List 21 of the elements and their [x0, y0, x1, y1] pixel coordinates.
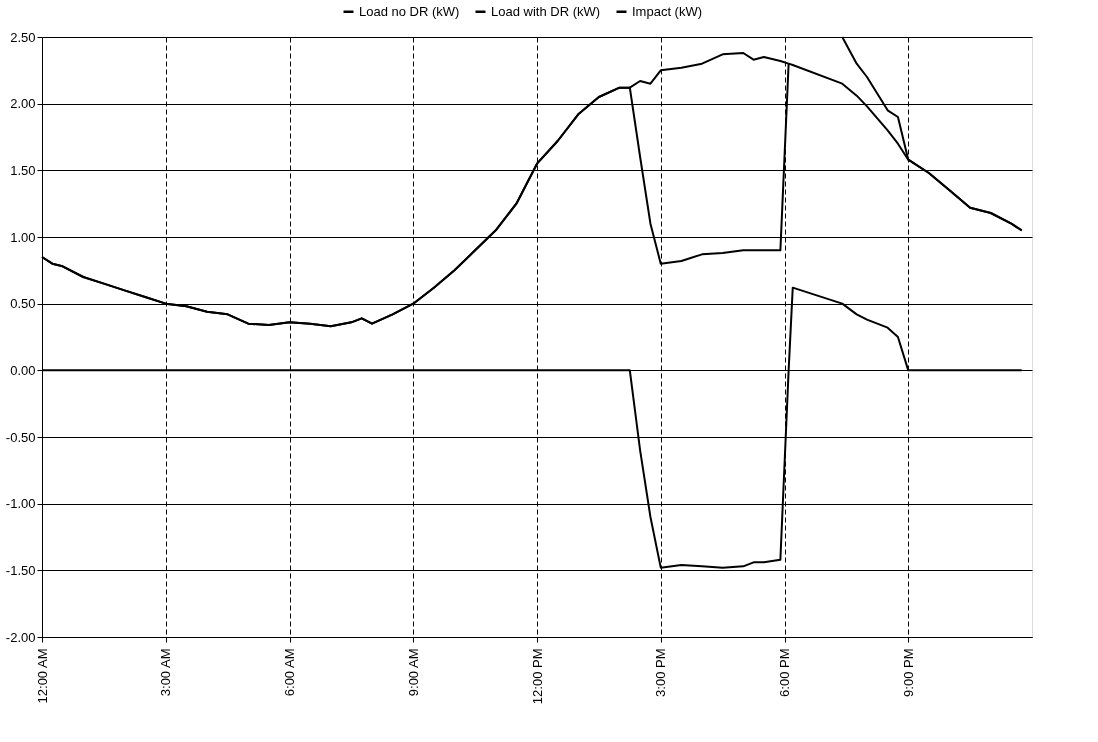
y-tick-label: 2.50: [10, 29, 36, 45]
y-tick-label: -0.50: [5, 429, 36, 445]
y-tick-label: -2.00: [5, 629, 36, 645]
legend-label: Load with DR (kW): [491, 3, 601, 19]
y-tick-label: -1.50: [5, 562, 36, 578]
x-tick-label: 3:00 AM: [158, 648, 174, 697]
x-tick-label: 9:00 AM: [405, 648, 421, 697]
legend-label: Impact (kW): [632, 3, 703, 19]
y-tick-label: 1.00: [10, 229, 36, 245]
y-tick-label: -1.00: [5, 496, 36, 512]
y-tick-label: 0.00: [10, 362, 36, 378]
x-tick-label: 12:00 PM: [529, 648, 545, 705]
x-tick-label: 6:00 AM: [282, 648, 297, 697]
legend-label: Load no DR (kW): [359, 3, 460, 19]
x-tick-label: 12:00 AM: [34, 648, 50, 704]
x-tick-label: 6:00 PM: [777, 648, 792, 697]
y-tick-label: 0.50: [10, 296, 36, 312]
x-tick-label: 9:00 PM: [900, 648, 916, 697]
y-tick-label: 1.50: [10, 162, 36, 178]
x-tick-label: 3:00 PM: [653, 648, 669, 697]
y-tick-label: 2.00: [10, 96, 36, 112]
